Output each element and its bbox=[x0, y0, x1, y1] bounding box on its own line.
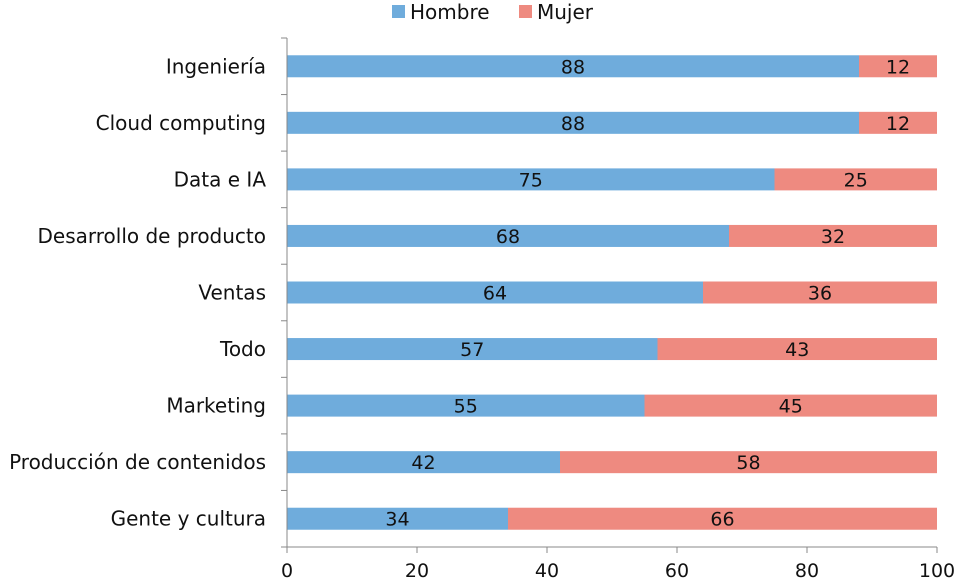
bars bbox=[287, 55, 937, 530]
data-label-hombre-ingenieria: 88 bbox=[561, 56, 585, 78]
legend-label-hombre: Hombre bbox=[410, 0, 490, 24]
data-label-hombre-marketing: 55 bbox=[454, 396, 478, 418]
legend-swatch-hombre bbox=[392, 5, 405, 18]
x-tick-label-20: 20 bbox=[405, 560, 429, 582]
x-tick-label-100: 100 bbox=[919, 560, 955, 582]
category-label-ventas: Ventas bbox=[198, 281, 266, 305]
bar-hombre-marketing bbox=[287, 394, 645, 417]
data-label-mujer-gente-y-cultura: 66 bbox=[710, 509, 734, 531]
category-label-ingenieria: Ingeniería bbox=[166, 54, 266, 78]
bar-mujer-todo bbox=[657, 338, 937, 361]
bar-mujer-desarrollo-de-producto bbox=[729, 224, 937, 247]
bar-mujer-cloud-computing bbox=[859, 111, 937, 134]
bar-mujer-ventas bbox=[703, 281, 937, 304]
x-tick-label-0: 0 bbox=[281, 560, 293, 582]
data-labels: 88 12 88 12 75 25 68 32 64 36 57 43 55 45 42 58 34 66 bbox=[385, 56, 910, 530]
bar-mujer-marketing bbox=[644, 394, 937, 417]
data-label-mujer-desarrollo-de-producto: 32 bbox=[821, 226, 845, 248]
bar-mujer-ingenieria bbox=[859, 55, 937, 78]
bar-hombre-ventas bbox=[287, 281, 703, 304]
bar-hombre-produccion-de-contenidos bbox=[287, 451, 560, 474]
bar-hombre-todo bbox=[287, 338, 658, 361]
axes: Ingeniería Cloud computing Data e IA Desarr… bbox=[9, 37, 955, 582]
data-label-hombre-todo: 57 bbox=[460, 339, 484, 361]
data-label-mujer-ventas: 36 bbox=[808, 283, 832, 305]
x-tick-label-60: 60 bbox=[665, 560, 689, 582]
category-label-gente-y-cultura: Gente y cultura bbox=[111, 507, 266, 531]
data-label-hombre-gente-y-cultura: 34 bbox=[385, 509, 409, 531]
bar-hombre-gente-y-cultura bbox=[287, 507, 508, 530]
bar-hombre-data-e-ia bbox=[287, 168, 775, 191]
category-label-desarrollo-de-producto: Desarrollo de producto bbox=[38, 224, 267, 248]
category-label-data-e-ia: Data e IA bbox=[174, 167, 267, 191]
legend: Hombre Mujer bbox=[392, 0, 594, 24]
data-label-hombre-ventas: 64 bbox=[483, 283, 507, 305]
data-label-hombre-produccion-de-contenidos: 42 bbox=[411, 452, 435, 474]
bar-hombre-cloud-computing bbox=[287, 111, 859, 134]
bar-mujer-gente-y-cultura bbox=[508, 507, 937, 530]
bar-mujer-data-e-ia bbox=[774, 168, 937, 191]
data-label-mujer-produccion-de-contenidos: 58 bbox=[736, 452, 760, 474]
data-label-mujer-data-e-ia: 25 bbox=[844, 169, 868, 191]
category-label-produccion-de-contenidos: Producción de contenidos bbox=[9, 450, 266, 474]
bar-hombre-ingenieria bbox=[287, 55, 859, 78]
data-label-mujer-marketing: 45 bbox=[779, 396, 803, 418]
legend-swatch-mujer bbox=[519, 5, 532, 18]
bar-hombre-desarrollo-de-producto bbox=[287, 224, 729, 247]
category-label-cloud-computing: Cloud computing bbox=[96, 111, 266, 135]
data-label-mujer-cloud-computing: 12 bbox=[886, 113, 910, 135]
data-label-mujer-todo: 43 bbox=[785, 339, 809, 361]
legend-label-mujer: Mujer bbox=[537, 0, 594, 24]
data-label-hombre-cloud-computing: 88 bbox=[561, 113, 585, 135]
x-tick-label-40: 40 bbox=[535, 560, 559, 582]
data-label-mujer-ingenieria: 12 bbox=[886, 56, 910, 78]
data-label-hombre-data-e-ia: 75 bbox=[519, 169, 543, 191]
x-tick-label-80: 80 bbox=[795, 560, 819, 582]
category-label-marketing: Marketing bbox=[166, 394, 266, 418]
category-label-todo: Todo bbox=[219, 337, 266, 361]
data-label-hombre-desarrollo-de-producto: 68 bbox=[496, 226, 520, 248]
bar-mujer-produccion-de-contenidos bbox=[560, 451, 937, 474]
